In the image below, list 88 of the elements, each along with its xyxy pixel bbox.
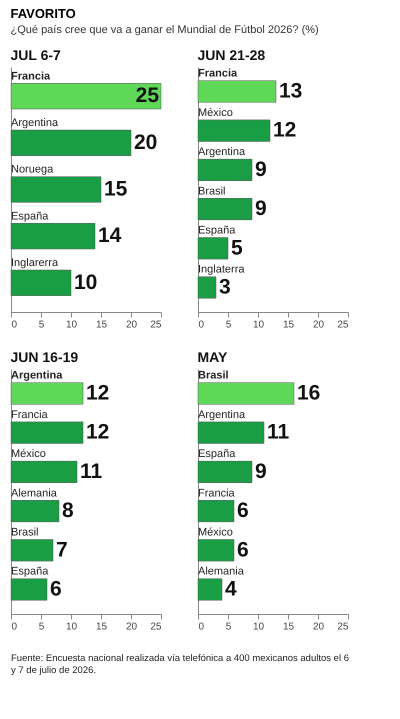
y-tick-label: España bbox=[198, 448, 236, 460]
y-tick-label: Noruega bbox=[11, 164, 54, 176]
y-tick-label: Francia bbox=[11, 408, 49, 421]
data-label: 5 bbox=[231, 236, 243, 260]
x-tick-label: 5 bbox=[226, 622, 232, 632]
text: FAVORITO bbox=[10, 6, 76, 21]
y-tick-label: Francia bbox=[198, 68, 238, 80]
y-tick-label: Brasil bbox=[198, 185, 226, 198]
x-tick-label: 10 bbox=[252, 320, 264, 330]
x-tick-label: 0 bbox=[198, 320, 204, 330]
chart-title: JUL 6-7 bbox=[10, 47, 62, 63]
data-label: 11 bbox=[267, 420, 290, 444]
x-tick-label: 25 bbox=[337, 622, 349, 632]
data-label: 4 bbox=[225, 578, 237, 600]
x-tick-label: 15 bbox=[282, 622, 294, 632]
x-tick-label: 5 bbox=[38, 320, 45, 330]
data-label: 16 bbox=[297, 382, 320, 404]
bar bbox=[10, 176, 102, 203]
bar bbox=[198, 539, 234, 562]
y-tick-label: Brasil bbox=[11, 526, 39, 539]
data-label: 11 bbox=[80, 460, 103, 483]
y-tick-label: México bbox=[198, 526, 233, 539]
data-label: 12 bbox=[273, 118, 296, 142]
x-tick-label: 15 bbox=[96, 622, 108, 632]
data-label: 13 bbox=[279, 80, 302, 102]
y-tick-label: España bbox=[11, 566, 50, 578]
y-tick-label: España bbox=[11, 210, 50, 222]
x-tick-label: 20 bbox=[312, 622, 324, 632]
bar bbox=[10, 223, 96, 250]
y-tick-label: Argentina bbox=[198, 408, 246, 421]
x-tick-label: 0 bbox=[12, 320, 18, 330]
data-label: 9 bbox=[255, 460, 267, 483]
bar bbox=[198, 578, 222, 601]
data-label: 12 bbox=[86, 420, 110, 444]
x-tick-label: 0 bbox=[198, 622, 204, 632]
text: ¿Qué país cree que va a ganar el Mundial de Fútbol 2026? (%) bbox=[10, 24, 319, 36]
y-tick-label: Inglaterra bbox=[198, 264, 246, 276]
data-label: 6 bbox=[237, 499, 249, 522]
data-label: 8 bbox=[62, 499, 74, 522]
data-label: 14 bbox=[98, 224, 122, 248]
y-tick-label: Argentina bbox=[198, 146, 246, 158]
x-tick-label: 15 bbox=[96, 320, 108, 330]
bar bbox=[10, 130, 132, 156]
x-tick-label: 10 bbox=[66, 320, 78, 330]
data-label: 9 bbox=[255, 158, 267, 181]
x-tick-label: 25 bbox=[150, 320, 162, 330]
y-tick-label: Argentina bbox=[11, 117, 59, 129]
y-tick-label: Inglarerra bbox=[11, 257, 59, 269]
chart-title: MAY bbox=[198, 349, 228, 365]
data-label: 15 bbox=[104, 178, 128, 200]
chart-title: JUN 16-19 bbox=[10, 349, 78, 365]
x-tick-label: 20 bbox=[312, 320, 324, 330]
y-tick-label: Alemania bbox=[198, 566, 245, 578]
x-tick-label: 25 bbox=[150, 622, 162, 632]
bar bbox=[198, 422, 264, 444]
bar bbox=[10, 270, 72, 296]
y-tick-label: Alemania bbox=[11, 487, 58, 500]
y-tick-label: Argentina bbox=[11, 370, 64, 382]
y-tick-label: España bbox=[198, 224, 236, 237]
y-tick-label: Francia bbox=[198, 487, 236, 500]
data-label: 9 bbox=[255, 197, 267, 220]
data-label: 25 bbox=[136, 84, 160, 108]
x-tick-label: 5 bbox=[38, 622, 45, 632]
data-label: 6 bbox=[50, 578, 62, 600]
bar bbox=[10, 83, 162, 110]
y-tick-label: Francia bbox=[11, 70, 52, 82]
data-label: 7 bbox=[56, 538, 68, 562]
y-tick-label: Brasil bbox=[198, 370, 229, 382]
data-label: 10 bbox=[74, 270, 98, 294]
x-tick-label: 10 bbox=[66, 622, 78, 632]
data-label: 12 bbox=[86, 382, 110, 404]
bar bbox=[198, 500, 234, 522]
x-tick-label: 20 bbox=[126, 320, 138, 330]
x-tick-label: 5 bbox=[226, 320, 232, 330]
data-label: 3 bbox=[219, 276, 231, 298]
data-label: 6 bbox=[237, 538, 249, 562]
x-tick-label: 15 bbox=[282, 320, 294, 330]
y-tick-label: México bbox=[11, 448, 46, 460]
y-tick-label: México bbox=[198, 106, 233, 119]
x-tick-label: 25 bbox=[337, 320, 349, 330]
x-tick-label: 0 bbox=[12, 622, 18, 632]
x-tick-label: 10 bbox=[252, 622, 264, 632]
source-note: Fuente: Encuesta nacional realizada vía telefónica a 400 mexicanos adultos el 6 y 7 de julio de 2026. bbox=[11, 653, 349, 676]
bar bbox=[198, 460, 252, 483]
x-tick-label: 20 bbox=[126, 622, 138, 632]
data-label: 20 bbox=[134, 130, 158, 154]
chart-title: JUN 21-28 bbox=[198, 47, 266, 63]
bar bbox=[198, 382, 294, 405]
